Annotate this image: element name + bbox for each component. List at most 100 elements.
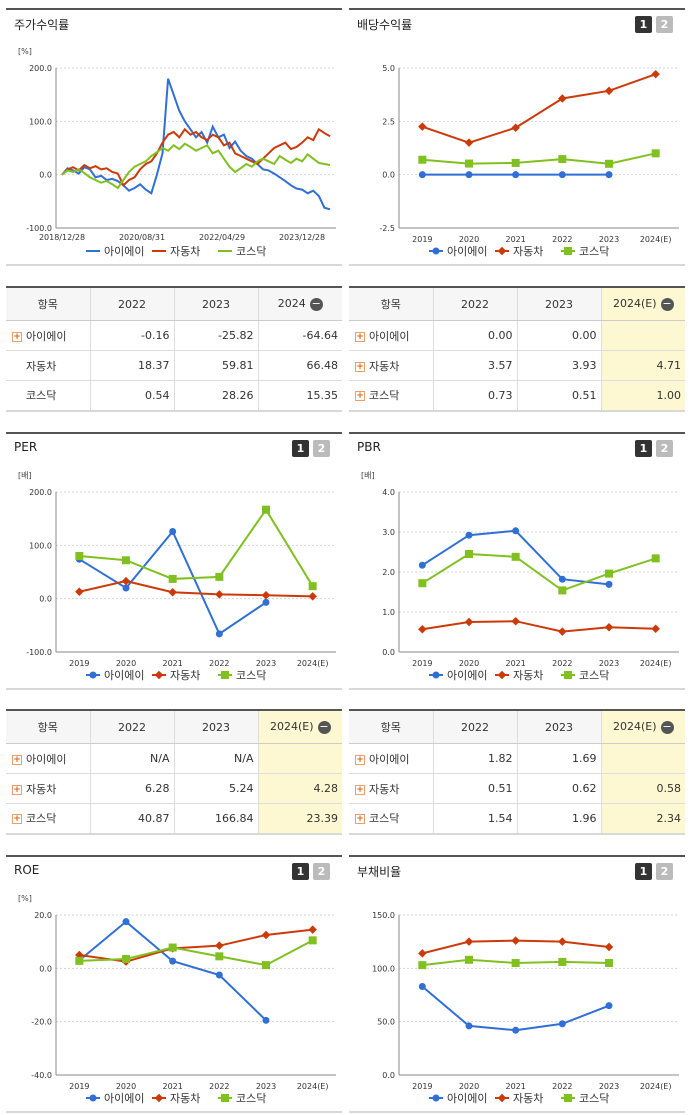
table-cell: 66.48 <box>258 350 342 381</box>
table-row: + 코스닥 0.73 0.51 1.00 <box>349 380 685 412</box>
row-label-text: 자동차 <box>369 359 400 373</box>
expand-icon[interactable]: + <box>355 814 365 825</box>
view-1-button[interactable]: 1 <box>292 440 309 457</box>
data-point <box>122 584 130 592</box>
series-line <box>79 507 314 587</box>
expand-icon[interactable]: + <box>355 331 365 342</box>
data-point <box>89 671 97 679</box>
table-row: 자동차 18.37 59.81 66.48 <box>6 350 342 381</box>
column-header: 2022 <box>90 709 175 744</box>
table-pbr: 항목 2022 2023 2024(E) − + 아이에이 1.82 1.69 + 자동차 0.51 0… <box>349 709 685 835</box>
data-point <box>261 930 271 940</box>
table-row: + 자동차 0.51 0.62 0.58 <box>349 773 685 804</box>
data-point <box>511 616 520 626</box>
table-row: 코스닥 0.54 28.26 15.35 <box>6 380 342 412</box>
expand-icon[interactable]: + <box>12 754 22 765</box>
x-tick-label: 2024(E) <box>640 659 672 668</box>
data-point <box>605 159 613 168</box>
expand-icon[interactable]: + <box>355 361 365 372</box>
data-point <box>75 587 84 596</box>
chart-dividend-yield: 5.0 2.5 0.0 -2.5 2019 2020 2021 2022 2023 2024(E)… <box>349 64 685 266</box>
expand-icon[interactable]: + <box>12 784 22 795</box>
table-cell: 1.82 <box>433 743 518 774</box>
table-cell: 18.37 <box>90 350 175 381</box>
data-point <box>418 171 426 179</box>
row-label-text: 자동차 <box>26 359 57 373</box>
view-toggle: 1 2 <box>292 863 330 880</box>
view-1-button[interactable]: 1 <box>635 863 652 880</box>
view-2-button[interactable]: 2 <box>313 863 330 880</box>
table-cell: 23.39 <box>258 803 342 835</box>
data-point <box>511 123 520 132</box>
view-2-button[interactable]: 2 <box>656 16 673 33</box>
x-tick-label: 2020 <box>459 659 479 668</box>
y-tick-label: 2.0 <box>382 568 395 577</box>
expand-icon[interactable]: + <box>355 391 365 402</box>
x-tick-label: 2023 <box>599 659 619 668</box>
table-cell: -64.64 <box>258 320 342 351</box>
x-tick-label: 2022 <box>552 235 572 244</box>
x-tick-label: 2019 <box>69 1082 89 1091</box>
table-per: 항목 2022 2023 2024(E) − + 아이에이 N/A N/A + 자동차 6.28 5.2… <box>6 709 342 835</box>
table-row: + 코스닥 1.54 1.96 2.34 <box>349 803 685 835</box>
table-stock-return: 항목 2022 2023 2024− + 아이에이 -0.16 -25.82 -64.64 자동차… <box>6 286 342 412</box>
data-point <box>651 149 660 158</box>
column-header: 2022 <box>433 286 518 321</box>
y-tick-label: -100.0 <box>26 648 52 657</box>
data-point <box>418 961 427 970</box>
column-header: 2022 <box>433 709 518 744</box>
collapse-icon[interactable]: − <box>317 719 331 734</box>
data-point <box>418 579 427 588</box>
row-label: + 아이에이 <box>349 743 434 774</box>
table-header-row: 항목 2022 2023 2024(E) − <box>6 709 342 744</box>
y-tick-label: 0.0 <box>382 648 395 657</box>
collapse-icon[interactable]: − <box>660 296 674 311</box>
expand-icon[interactable]: + <box>355 754 365 765</box>
y-tick-label: 0.0 <box>382 1071 395 1080</box>
x-tick-label: 2019 <box>412 659 432 668</box>
data-point <box>154 1093 164 1103</box>
x-tick-label: 2018/12/28 <box>39 233 85 242</box>
series-line <box>61 78 331 211</box>
row-label: + 자동차 <box>6 773 91 804</box>
collapse-icon[interactable]: − <box>309 296 323 311</box>
y-tick-label: 4.0 <box>382 488 395 497</box>
table-header-row: 항목 2022 2023 2024(E) − <box>349 709 685 744</box>
collapse-icon[interactable]: − <box>660 719 674 734</box>
panel-per: PER 1 2 [배] 200.0 100.0 0.0 -100.0 2019 2020 20… <box>6 432 342 690</box>
row-label: + 코스닥 <box>349 803 434 835</box>
y-tick-label: 100.0 <box>29 541 52 550</box>
expand-icon[interactable]: + <box>12 331 22 342</box>
data-point <box>169 527 177 535</box>
view-2-button[interactable]: 2 <box>313 440 330 457</box>
y-tick-label: -100.0 <box>26 224 52 233</box>
view-2-button[interactable]: 2 <box>656 440 673 457</box>
chart-roe: [%]20.0 0.0 -20.0 -40.0 2019 2020 2021 2022 2023… <box>6 894 342 1113</box>
data-point <box>512 1026 520 1034</box>
view-1-button[interactable]: 1 <box>635 440 652 457</box>
x-tick-label: 2023 <box>256 659 276 668</box>
row-label: + 자동차 <box>349 773 434 804</box>
panel-title: PBR <box>357 440 381 454</box>
panel-title: 주가수익률 <box>14 18 70 32</box>
expand-icon[interactable]: + <box>12 814 22 825</box>
data-point <box>121 576 131 586</box>
table-cell: 4.28 <box>258 773 342 804</box>
data-point <box>497 670 507 680</box>
x-tick-label: 2024(E) <box>640 1082 672 1091</box>
data-point <box>511 959 520 967</box>
data-point <box>465 1022 473 1030</box>
data-point <box>262 961 270 970</box>
view-2-button[interactable]: 2 <box>656 863 673 880</box>
expand-icon[interactable]: + <box>355 784 365 795</box>
view-1-button[interactable]: 1 <box>635 16 652 33</box>
table-row: + 자동차 6.28 5.24 4.28 <box>6 773 342 804</box>
row-label: + 아이에이 <box>6 743 91 774</box>
table-cell: 0.00 <box>517 320 602 351</box>
legend-label: 코스닥 <box>579 245 609 258</box>
data-point <box>558 957 567 966</box>
column-header: 2022 <box>90 286 175 321</box>
x-tick-label: 2022 <box>552 1082 572 1091</box>
view-1-button[interactable]: 1 <box>292 863 309 880</box>
data-point <box>558 1020 566 1028</box>
